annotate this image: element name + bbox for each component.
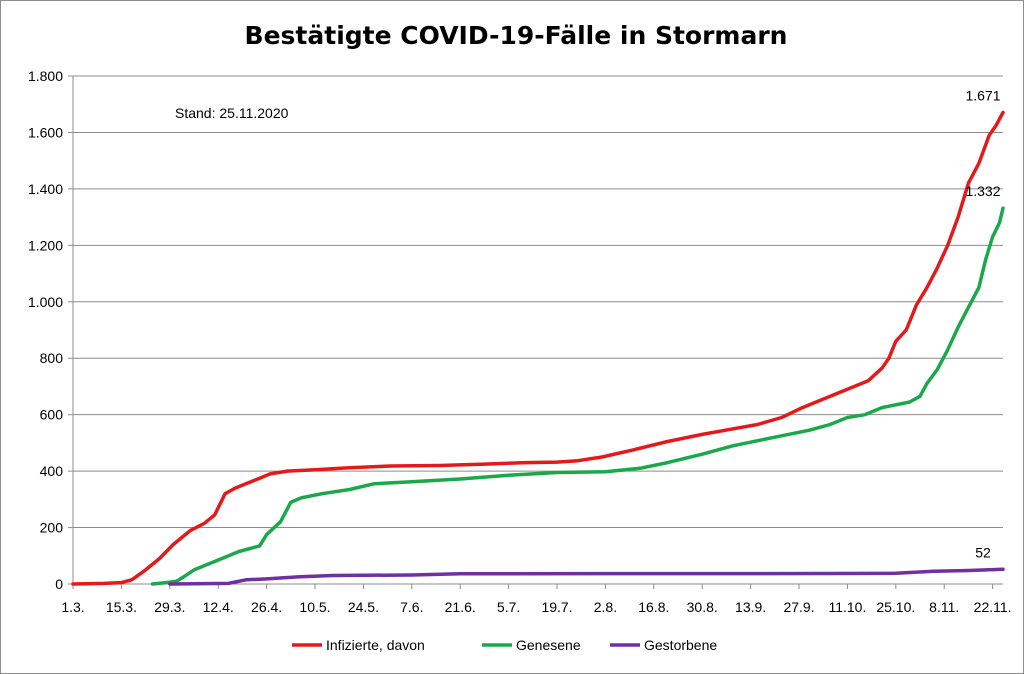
y-tick-label: 400 [40, 463, 64, 479]
series-end-label: 1.332 [965, 183, 1000, 199]
gridlines [73, 75, 1003, 529]
y-tick-label: 1.200 [28, 237, 63, 253]
end-labels: 1.671 1.332 52 [965, 87, 1000, 560]
axes: 0 200 400 600 800 1.000 1.200 1.400 1.600 1.800 1.… [28, 68, 1012, 615]
chart-annotation: Stand: 25.11.2020 [175, 105, 289, 121]
x-tick-label: 1.3. [61, 599, 84, 615]
y-tick-label: 800 [40, 350, 64, 366]
x-tick-label: 30.8. [687, 599, 718, 615]
x-tick-label: 11.10. [828, 599, 866, 615]
legend-label: Genesene [516, 637, 581, 653]
y-tick-label: 1.600 [28, 124, 63, 140]
legend-label: Infizierte, davon [326, 637, 425, 653]
y-tick-label: 0 [55, 576, 63, 592]
y-tick-label: 1.400 [28, 181, 63, 197]
y-tick-label: 600 [40, 407, 64, 423]
x-tick-label: 16.8. [638, 599, 669, 615]
chart-title: Bestätigte COVID-19-Fälle in Stormarn [245, 21, 788, 50]
x-tick-label: 24.5. [348, 599, 379, 615]
x-tick-label: 21.6. [445, 599, 476, 615]
x-tick-label: 22.11. [974, 599, 1012, 615]
x-tick-label: 26.4. [251, 599, 282, 615]
x-tick-label: 13.9. [735, 599, 766, 615]
series-end-label: 52 [975, 544, 991, 560]
x-tick-label: 15.3. [106, 599, 137, 615]
x-tick-label: 10.5. [299, 599, 330, 615]
series-end-label: 1.671 [965, 87, 1000, 103]
x-tick-label: 29.3. [154, 599, 185, 615]
x-tick-label: 19.7. [541, 599, 572, 615]
series-line [71, 110, 1005, 586]
y-tick-label: 1.800 [28, 68, 63, 84]
y-tick-label: 1.000 [28, 294, 63, 310]
legend-label: Gestorbene [644, 637, 717, 653]
legend: Infizierte, davon Genesene Gestorbene [292, 637, 717, 653]
x-tick-label: 7.6. [400, 599, 423, 615]
x-tick-label: 25.10. [876, 599, 915, 615]
x-tick-label: 27.9. [783, 599, 814, 615]
y-tick-label: 200 [40, 520, 64, 536]
series-line [150, 206, 1005, 586]
x-tick-label: 2.8. [594, 599, 617, 615]
series-line [168, 567, 1005, 586]
x-tick-label: 8.11. [929, 599, 959, 615]
series-lines [71, 110, 1005, 586]
x-tick-label: 5.7. [497, 599, 520, 615]
x-tick-label: 12.4. [203, 599, 234, 615]
